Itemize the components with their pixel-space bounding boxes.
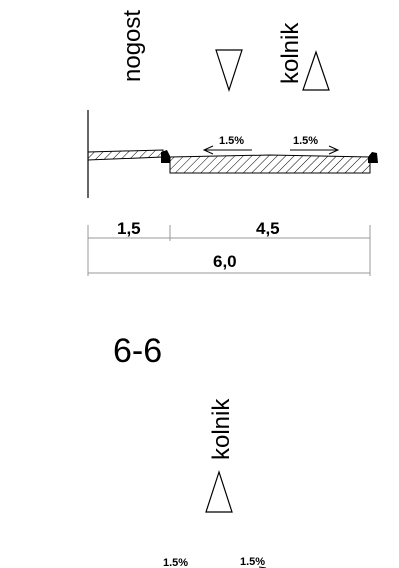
roadway-slab xyxy=(169,154,371,174)
roadway-label: kolnik xyxy=(277,22,304,84)
sidewalk-width-label: 1,5 xyxy=(117,219,141,238)
lower-right-slope-label: 1.5% xyxy=(240,556,265,568)
right-slope-label: 1.5% xyxy=(293,135,318,147)
left-triangle-marker xyxy=(215,49,243,92)
left-curb xyxy=(161,150,170,163)
left-slope-arrowhead xyxy=(202,145,214,155)
lower-triangle-marker xyxy=(205,470,233,513)
section-title: 6-6 xyxy=(113,332,162,370)
sidewalk-slab xyxy=(87,149,164,161)
lower-left-slope-label: 1.5% xyxy=(163,557,188,568)
right-slope-arrowhead xyxy=(328,145,340,155)
right-curb xyxy=(368,152,378,163)
total-width-label: 6,0 xyxy=(213,252,237,271)
roadway-width-label: 4,5 xyxy=(256,219,280,238)
sidewalk-label: nogost xyxy=(119,10,146,82)
left-slope-label: 1.5% xyxy=(219,135,244,147)
roadway-label-lower: kolnik xyxy=(208,398,235,460)
right-triangle-marker xyxy=(302,50,330,91)
